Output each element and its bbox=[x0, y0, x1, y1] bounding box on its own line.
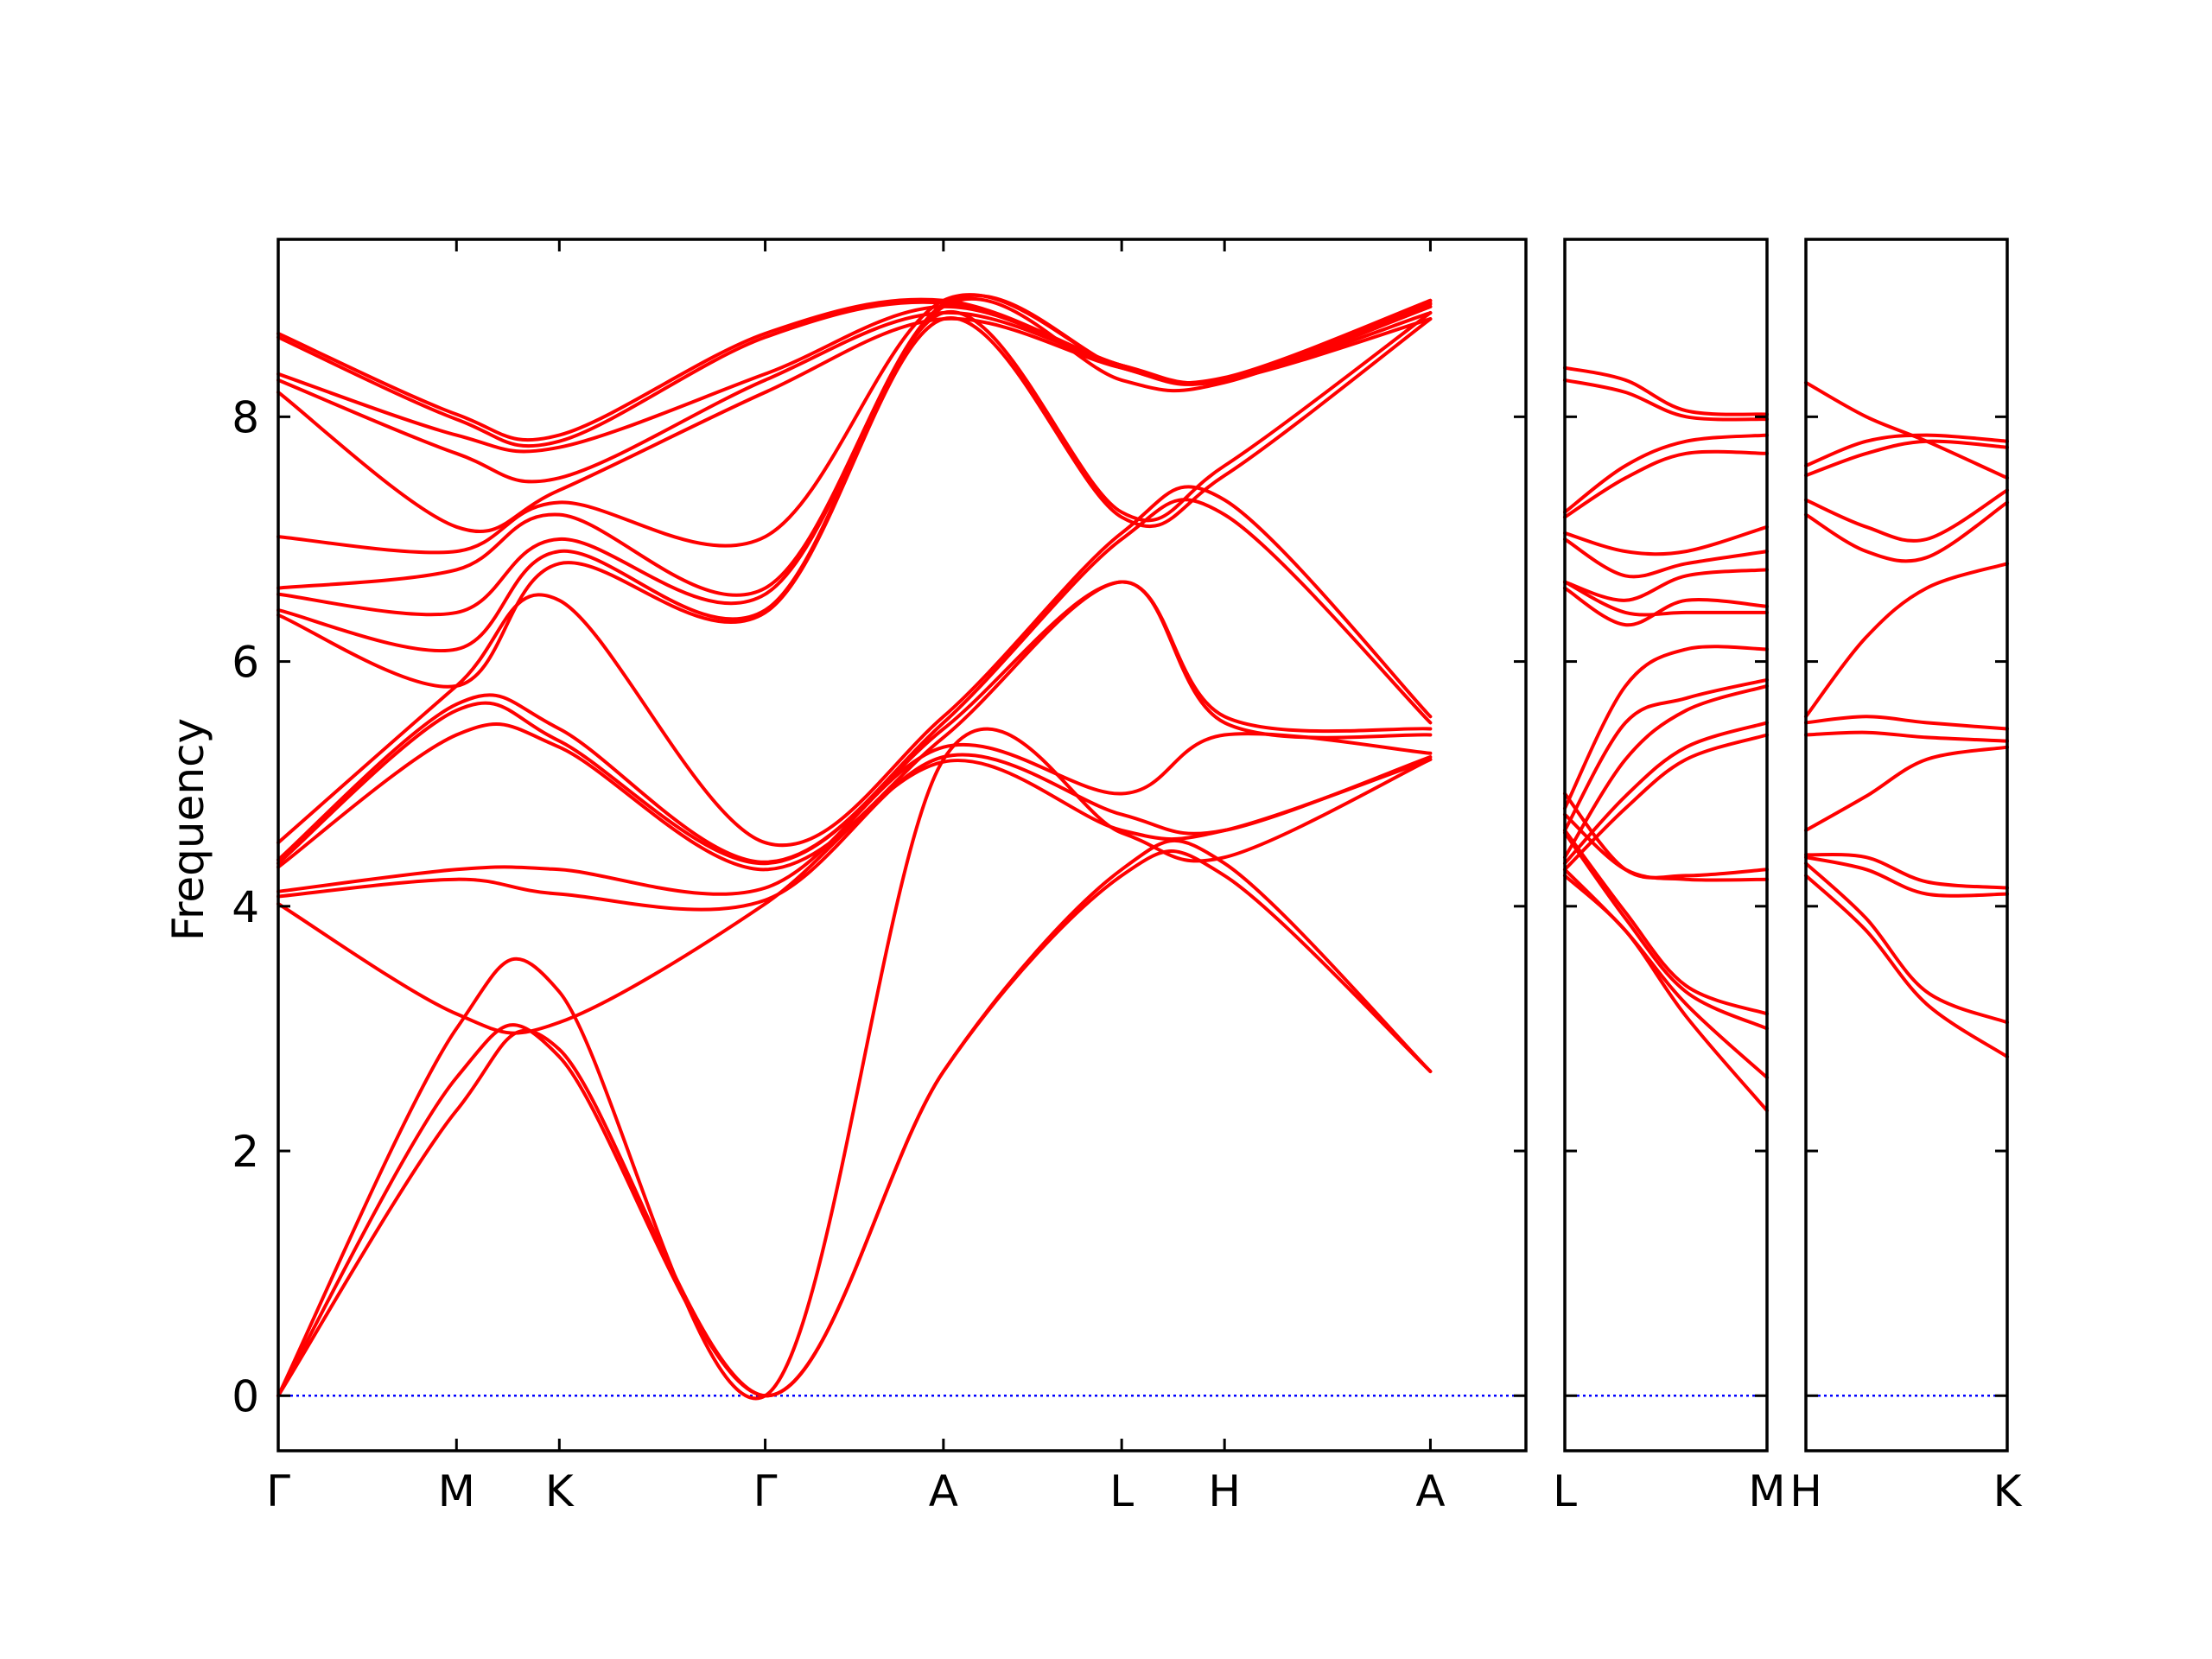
band-L-M-15 bbox=[1563, 537, 1769, 579]
band-L-M-4 bbox=[1563, 829, 1769, 1016]
band-H-K-7 bbox=[1804, 715, 2009, 731]
band-L-M-7 bbox=[1563, 733, 1769, 872]
x-tick-label: A bbox=[1415, 1466, 1445, 1516]
band-L-M-14 bbox=[1563, 568, 1769, 602]
band-main-2 bbox=[276, 838, 1433, 1398]
y-tick-label: 0 bbox=[232, 1371, 259, 1421]
x-tick-label: A bbox=[929, 1466, 958, 1516]
panel-frame bbox=[1563, 238, 1769, 1452]
band-L-M-2 bbox=[1563, 868, 1769, 1080]
panel-frame bbox=[276, 238, 1528, 1452]
band-main-12 bbox=[276, 309, 1433, 652]
x-tick-label: Γ bbox=[266, 1466, 290, 1516]
band-main-5 bbox=[276, 753, 1433, 912]
band-main-9 bbox=[276, 498, 1433, 864]
band-H-K-10 bbox=[1804, 488, 2009, 543]
panel-main: 0 2 4 6 8 Γ M K Γ A L H A bbox=[232, 238, 1528, 1516]
band-L-M-16 bbox=[1563, 524, 1769, 556]
band-L-M-20 bbox=[1563, 365, 1769, 416]
y-tick-label: 4 bbox=[232, 882, 259, 932]
band-L-M-9 bbox=[1563, 683, 1769, 860]
band-L-M-8 bbox=[1563, 721, 1769, 866]
panel-frame bbox=[1804, 238, 2009, 1452]
band-H-K-9 bbox=[1804, 500, 2009, 563]
band-L-M-1 bbox=[1563, 874, 1769, 1113]
x-tick-label: M bbox=[438, 1466, 475, 1516]
band-main-10 bbox=[276, 485, 1433, 848]
y-axis-label: Frequency bbox=[163, 718, 213, 941]
x-tick-label: L bbox=[1109, 1466, 1134, 1516]
band-main-4 bbox=[276, 757, 1433, 1035]
band-H-K-13 bbox=[1804, 380, 2009, 480]
band-H-K-11 bbox=[1804, 439, 2009, 478]
band-L-M-11 bbox=[1563, 645, 1769, 810]
band-L-M-18 bbox=[1563, 433, 1769, 514]
band-H-K-8 bbox=[1804, 562, 2009, 719]
x-tick-label: K bbox=[1993, 1466, 2023, 1516]
band-H-K-2 bbox=[1804, 861, 2009, 1025]
band-H-K-4 bbox=[1804, 853, 2009, 890]
band-L-M-10 bbox=[1563, 677, 1769, 832]
band-L-M-13 bbox=[1563, 586, 1769, 627]
x-tick-label: H bbox=[1208, 1466, 1241, 1516]
band-main-20 bbox=[276, 297, 1433, 442]
y-tick-label: 6 bbox=[232, 638, 259, 688]
band-H-K-1 bbox=[1804, 874, 2009, 1058]
band-main-7 bbox=[276, 580, 1433, 872]
band-H-K-6 bbox=[1804, 730, 2009, 743]
band-main-1 bbox=[276, 849, 1433, 1398]
band-H-K-3 bbox=[1804, 855, 2009, 898]
x-tick-label: L bbox=[1553, 1466, 1577, 1516]
x-tick-label: K bbox=[545, 1466, 575, 1516]
x-tick-label: Γ bbox=[753, 1466, 778, 1516]
x-tick-label: M bbox=[1748, 1466, 1785, 1516]
band-L-M-17 bbox=[1563, 449, 1769, 519]
band-L-M-6 bbox=[1563, 791, 1769, 880]
band-main-16 bbox=[276, 316, 1433, 533]
band-main-18 bbox=[276, 304, 1433, 454]
band-H-K-5 bbox=[1804, 745, 2009, 832]
band-L-M-19 bbox=[1563, 378, 1769, 422]
y-tick-label: 8 bbox=[232, 392, 259, 442]
x-tick-label: H bbox=[1789, 1466, 1822, 1516]
y-tick-label: 2 bbox=[232, 1127, 259, 1177]
band-L-M-3 bbox=[1563, 830, 1769, 1031]
band-H-K-12 bbox=[1804, 433, 2009, 467]
